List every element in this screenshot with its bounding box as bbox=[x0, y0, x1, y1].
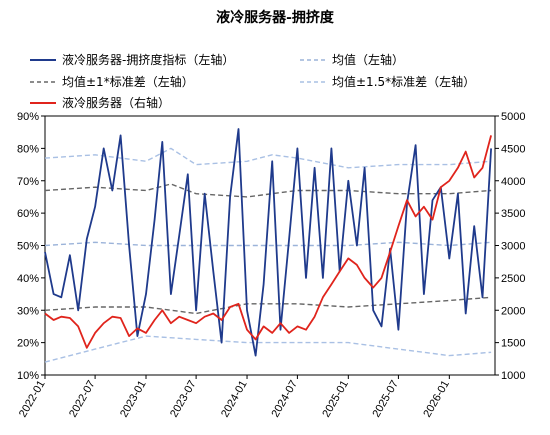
legend-label-1sd: 均值±1*标准差（左轴） bbox=[62, 74, 194, 89]
right-axis-tick-label: 4500 bbox=[501, 143, 525, 155]
legend-label-index: 液冷服务器-拥挤度指标（左轴） bbox=[62, 52, 234, 67]
chart-title: 液冷服务器-拥挤度 bbox=[216, 9, 335, 26]
series-line-mean bbox=[44, 241, 492, 247]
series-layer bbox=[44, 128, 492, 363]
axes: 10% 20% 30% 40% 50% 60% 70% 80% 90% 1000 1500 2000 2… bbox=[17, 111, 526, 419]
x-axis-tick-label: 2022-01 bbox=[17, 379, 48, 420]
right-axis-tick-label: 4000 bbox=[501, 176, 525, 188]
x-axis-tick-label: 2025-01 bbox=[320, 379, 351, 420]
left-axis-tick-label: 80% bbox=[17, 143, 39, 155]
left-axis-tick-label: 50% bbox=[17, 241, 39, 253]
right-axis-tick-label: 5000 bbox=[501, 111, 525, 123]
x-axis-tick-label: 2024-07 bbox=[269, 379, 300, 420]
left-axis-tick-label: 20% bbox=[17, 338, 39, 350]
legend-label-mean: 均值（左轴） bbox=[332, 52, 404, 67]
left-axis-tick-label: 10% bbox=[17, 370, 39, 382]
left-axis-tick-label: 40% bbox=[17, 273, 39, 285]
series-line-15sd-lower bbox=[44, 335, 492, 363]
right-axis-tick-label: 1000 bbox=[501, 370, 525, 382]
left-axis-tick-label: 30% bbox=[17, 305, 39, 317]
series-line-index bbox=[44, 128, 492, 357]
right-axis-tick-label: 3000 bbox=[501, 241, 525, 253]
x-axis-tick-label: 2022-07 bbox=[67, 379, 98, 420]
series-line-15sd-upper bbox=[44, 147, 492, 169]
left-axis-tick-label: 90% bbox=[17, 111, 39, 123]
right-axis-tick-label: 1500 bbox=[501, 338, 525, 350]
x-axis-tick-label: 2023-01 bbox=[118, 379, 149, 420]
legend: 液冷服务器-拥挤度指标（左轴） 均值（左轴） 均值±1*标准差（左轴） 均值±1… bbox=[30, 52, 475, 110]
left-axis-tick-label: 70% bbox=[17, 176, 39, 188]
x-axis-tick-label: 2024-01 bbox=[219, 379, 250, 420]
x-axis-tick-label: 2025-07 bbox=[370, 379, 401, 420]
right-axis-tick-label: 2000 bbox=[501, 305, 525, 317]
x-axis-tick-label: 2026-01 bbox=[421, 379, 452, 420]
series-line-price bbox=[44, 135, 492, 349]
right-axis-tick-label: 3500 bbox=[501, 208, 525, 220]
series-line-1sd-upper bbox=[44, 183, 492, 198]
series-line-1sd-lower bbox=[44, 296, 492, 315]
x-axis-tick-label: 2023-07 bbox=[168, 379, 199, 420]
legend-label-15sd: 均值±1.5*标准差（左轴） bbox=[332, 74, 475, 89]
legend-label-price: 液冷服务器（右轴） bbox=[62, 95, 170, 110]
left-axis-tick-label: 60% bbox=[17, 208, 39, 220]
right-axis-tick-label: 2500 bbox=[501, 273, 525, 285]
